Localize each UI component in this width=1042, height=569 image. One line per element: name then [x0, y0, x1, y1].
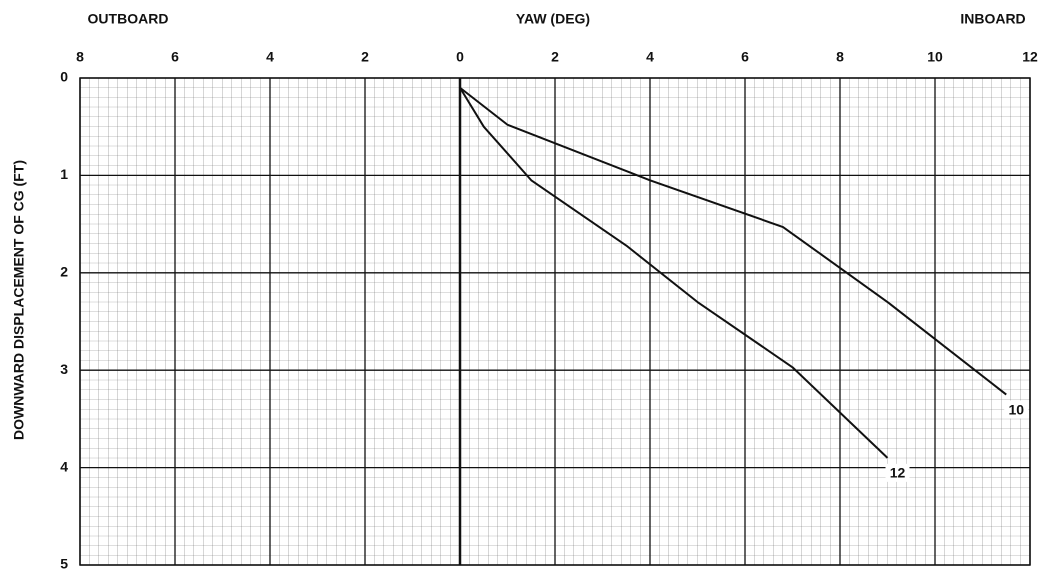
series-line: [459, 87, 889, 459]
x-axis-title: YAW (DEG): [516, 11, 590, 27]
y-tick-label: 4: [60, 458, 68, 474]
x-tick-label: 12: [1022, 49, 1038, 65]
y-tick-label: 2: [60, 264, 68, 280]
y-axis-title: DOWNWARD DISPLACEMENT OF CG (FT): [11, 160, 27, 440]
inboard-label: INBOARD: [960, 11, 1025, 27]
series-line: [459, 86, 1007, 396]
outboard-label: OUTBOARD: [88, 11, 169, 27]
x-tick-label: 8: [836, 49, 844, 65]
x-tick-label: 2: [551, 49, 559, 65]
x-tick-label: 4: [266, 49, 274, 65]
x-tick-label: 4: [646, 49, 654, 65]
y-tick-label: 0: [60, 69, 68, 85]
label-bg: [885, 463, 910, 482]
series-label: 10: [1008, 401, 1024, 417]
plot-frame: [79, 77, 1031, 566]
series-label: 12: [890, 465, 906, 481]
y-tick-label: 3: [60, 361, 68, 377]
x-tick-label: 2: [361, 49, 369, 65]
x-tick-label: 6: [741, 49, 749, 65]
x-tick-label: 6: [171, 49, 179, 65]
x-tick-label: 10: [927, 49, 943, 65]
x-tick-label: 8: [76, 49, 84, 65]
label-bg: [1004, 400, 1029, 419]
x-tick-label: 0: [456, 49, 464, 65]
y-tick-label: 1: [60, 166, 68, 182]
y-tick-label: 5: [60, 556, 68, 569]
